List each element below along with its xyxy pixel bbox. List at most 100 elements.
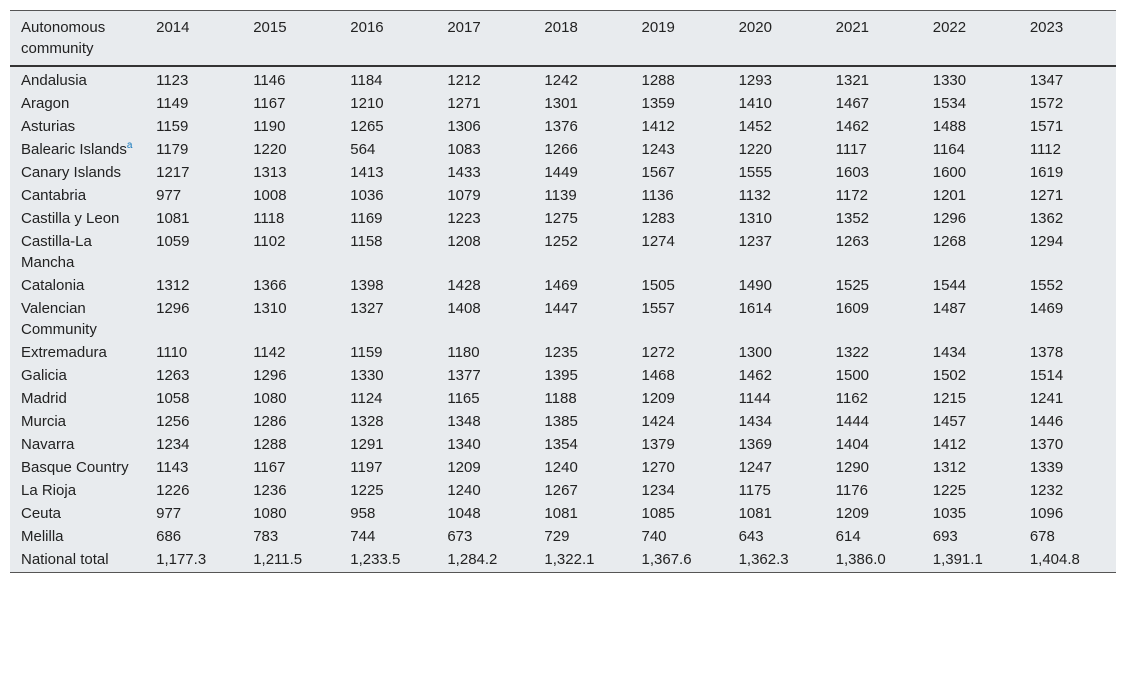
community-name: Balearic Islands xyxy=(21,141,127,158)
value-cell: 1555 xyxy=(727,161,825,184)
value-cell: 1,322.1 xyxy=(533,548,631,573)
data-table-container: Autonomous community 2014 2015 2016 2017… xyxy=(10,10,1116,573)
table-row: Navarra 1234 1288 1291 1340 1354 1379 1369 1404 1… xyxy=(10,433,1116,456)
value-cell: 1,233.5 xyxy=(339,548,437,573)
value-cell: 1058 xyxy=(145,387,243,410)
table-row: Valencian Community 1296 1310 1327 1408 1447 1… xyxy=(10,297,1116,341)
value-cell: 1241 xyxy=(1018,387,1116,410)
value-cell: 564 xyxy=(339,138,437,161)
row-name-cell: Castilla y Leon xyxy=(10,207,146,230)
header-cell-year: 2022 xyxy=(921,10,1019,67)
value-cell: 1312 xyxy=(145,274,243,297)
value-cell: 1240 xyxy=(533,456,631,479)
value-cell: 1288 xyxy=(242,433,340,456)
value-cell: 1165 xyxy=(436,387,534,410)
value-cell: 1209 xyxy=(824,502,922,525)
value-cell: 1328 xyxy=(339,410,437,433)
row-name-cell: Aragon xyxy=(10,92,146,115)
value-cell: 1080 xyxy=(242,387,340,410)
value-cell: 1232 xyxy=(1018,479,1116,502)
value-cell: 1434 xyxy=(727,410,825,433)
value-cell: 1059 xyxy=(145,230,243,274)
value-cell: 1117 xyxy=(824,138,922,161)
value-cell: 1215 xyxy=(921,387,1019,410)
value-cell: 1408 xyxy=(436,297,534,341)
value-cell: 1,362.3 xyxy=(727,548,825,573)
value-cell: 1310 xyxy=(242,297,340,341)
value-cell: 1143 xyxy=(145,456,243,479)
value-cell: 783 xyxy=(242,525,340,548)
community-name: Castilla-La Mancha xyxy=(21,233,92,271)
value-cell: 1085 xyxy=(630,502,728,525)
value-cell: 1142 xyxy=(242,341,340,364)
value-cell: 1313 xyxy=(242,161,340,184)
value-cell: 1210 xyxy=(339,92,437,115)
value-cell: 1330 xyxy=(921,66,1019,92)
value-cell: 1362 xyxy=(1018,207,1116,230)
value-cell: 1265 xyxy=(339,115,437,138)
value-cell: 1167 xyxy=(242,456,340,479)
row-name-cell: Andalusia xyxy=(10,66,146,92)
value-cell: 678 xyxy=(1018,525,1116,548)
value-cell: 1296 xyxy=(242,364,340,387)
value-cell: 729 xyxy=(533,525,631,548)
value-cell: 1379 xyxy=(630,433,728,456)
row-name-cell: Madrid xyxy=(10,387,146,410)
community-name: Canary Islands xyxy=(21,164,122,181)
value-cell: 1366 xyxy=(242,274,340,297)
value-cell: 1447 xyxy=(533,297,631,341)
value-cell: 1306 xyxy=(436,115,534,138)
value-cell: 1234 xyxy=(630,479,728,502)
table-row: Catalonia 1312 1366 1398 1428 1469 1505 1490 152… xyxy=(10,274,1116,297)
value-cell: 1048 xyxy=(436,502,534,525)
value-cell: 1,177.3 xyxy=(145,548,243,573)
table-row: Extremadura 1110 1142 1159 1180 1235 1272 1300 1… xyxy=(10,341,1116,364)
value-cell: 1,211.5 xyxy=(242,548,340,573)
value-cell: 1488 xyxy=(921,115,1019,138)
value-cell: 1035 xyxy=(921,502,1019,525)
value-cell: 1,391.1 xyxy=(921,548,1019,573)
value-cell: 1274 xyxy=(630,230,728,274)
footnote-marker[interactable]: a xyxy=(126,140,133,151)
value-cell: 1487 xyxy=(921,297,1019,341)
value-cell: 1159 xyxy=(339,341,437,364)
value-cell: 1271 xyxy=(436,92,534,115)
table-row: Balearic Islandsa 1179 1220 564 1083 1266 1243… xyxy=(10,138,1116,161)
community-name: Valencian Community xyxy=(21,300,97,338)
value-cell: 1567 xyxy=(630,161,728,184)
value-cell: 1433 xyxy=(436,161,534,184)
community-name: Aragon xyxy=(21,95,70,112)
value-cell: 1376 xyxy=(533,115,631,138)
value-cell: 1223 xyxy=(436,207,534,230)
row-name-cell: Galicia xyxy=(10,364,146,387)
value-cell: 1243 xyxy=(630,138,728,161)
table-header: Autonomous community 2014 2015 2016 2017… xyxy=(10,10,1116,67)
community-name: Castilla y Leon xyxy=(21,210,120,227)
value-cell: 1444 xyxy=(824,410,922,433)
value-cell: 1209 xyxy=(630,387,728,410)
value-cell: 1266 xyxy=(533,138,631,161)
value-cell: 1369 xyxy=(727,433,825,456)
community-name: Madrid xyxy=(21,390,67,407)
value-cell: 1212 xyxy=(436,66,534,92)
row-name-cell: Castilla-La Mancha xyxy=(10,230,146,274)
header-row: Autonomous community 2014 2015 2016 2017… xyxy=(10,10,1116,67)
value-cell: 1452 xyxy=(727,115,825,138)
community-name: Ceuta xyxy=(21,505,62,522)
value-cell: 614 xyxy=(824,525,922,548)
header-cell-year: 2016 xyxy=(339,10,437,67)
value-cell: 1525 xyxy=(824,274,922,297)
table-row: Melilla 686 783 744 673 729 740 643 614 693 678 xyxy=(10,525,1116,548)
value-cell: 1290 xyxy=(824,456,922,479)
value-cell: 1378 xyxy=(1018,341,1116,364)
value-cell: 1395 xyxy=(533,364,631,387)
value-cell: 1500 xyxy=(824,364,922,387)
value-cell: 1385 xyxy=(533,410,631,433)
value-cell: 1036 xyxy=(339,184,437,207)
value-cell: 1340 xyxy=(436,433,534,456)
value-cell: 1424 xyxy=(630,410,728,433)
value-cell: 1149 xyxy=(145,92,243,115)
value-cell: 1354 xyxy=(533,433,631,456)
value-cell: 1080 xyxy=(242,502,340,525)
value-cell: 1123 xyxy=(145,66,243,92)
